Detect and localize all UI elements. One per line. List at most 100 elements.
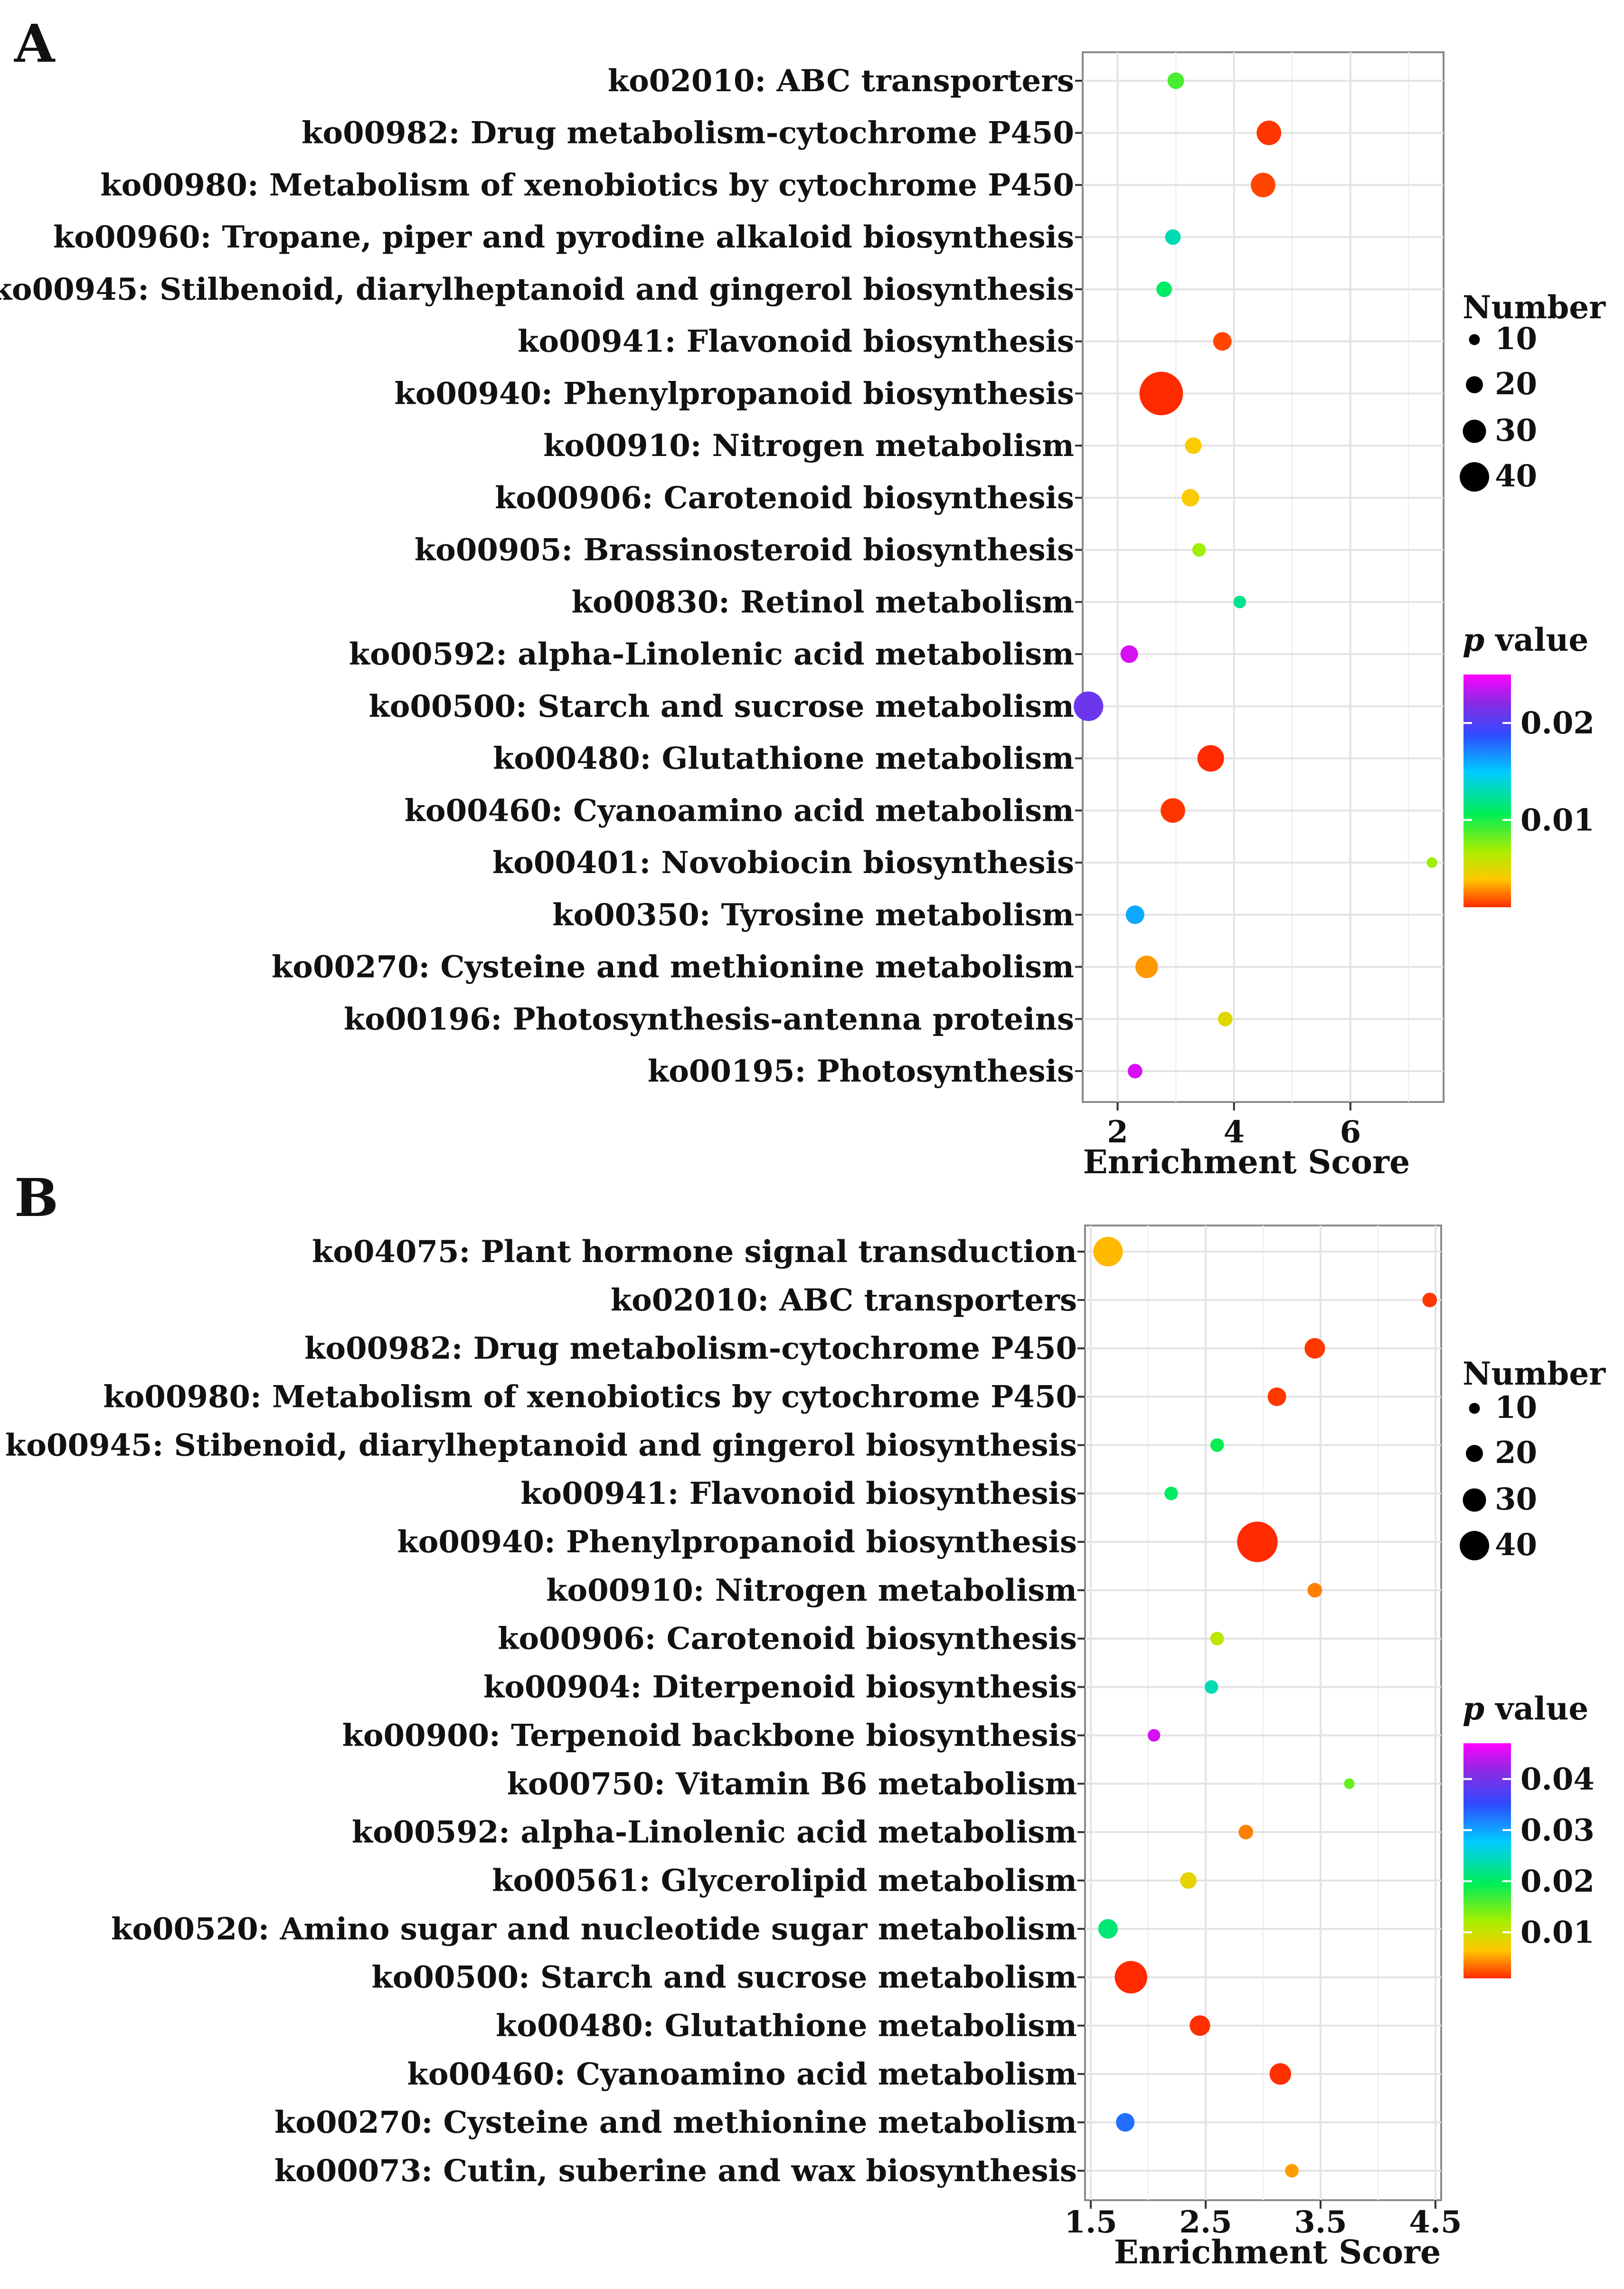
data-point bbox=[1213, 332, 1232, 351]
category-label: ko00910: Nitrogen metabolism bbox=[546, 1573, 1077, 1608]
colorbar-tick-label: 0.01 bbox=[1520, 1915, 1595, 1950]
panel-letter: B bbox=[14, 1167, 58, 1228]
legend-size-dot bbox=[1466, 1445, 1483, 1462]
legend-size-dot bbox=[1463, 419, 1486, 443]
category-label: ko00480: Glutathione metabolism bbox=[493, 741, 1074, 777]
data-point bbox=[1156, 281, 1172, 297]
x-tick-label: 4.5 bbox=[1409, 2204, 1462, 2240]
category-label: ko00830: Retinol metabolism bbox=[572, 584, 1074, 620]
category-label: ko00401: Novobiocin biosynthesis bbox=[492, 845, 1074, 881]
data-point bbox=[1164, 1486, 1178, 1501]
legend-size-label: 10 bbox=[1495, 1390, 1537, 1425]
legend-pvalue-italic: p bbox=[1463, 621, 1484, 658]
data-point bbox=[1120, 645, 1138, 663]
legend-pvalue-title: p value bbox=[1463, 621, 1588, 658]
category-label: ko02010: ABC transporters bbox=[611, 1282, 1077, 1318]
x-tick-label: 2.5 bbox=[1179, 2204, 1232, 2240]
category-label: ko00906: Carotenoid biosynthesis bbox=[498, 1621, 1077, 1657]
data-point bbox=[1307, 1583, 1322, 1598]
category-label: ko00592: alpha-Linolenic acid metabolism bbox=[352, 1814, 1077, 1850]
legend-size-dot bbox=[1460, 462, 1489, 492]
data-point bbox=[1098, 1919, 1118, 1939]
category-label: ko00940: Phenylpropanoid biosynthesis bbox=[397, 1524, 1077, 1560]
category-label: ko00270: Cysteine and methionine metabol… bbox=[274, 2105, 1077, 2140]
data-point bbox=[1147, 1729, 1161, 1742]
legend-size-label: 20 bbox=[1495, 1435, 1537, 1471]
x-axis-title: Enrichment Score bbox=[1083, 1143, 1410, 1181]
plot-area bbox=[1082, 51, 1445, 1103]
category-label: ko00196: Photosynthesis-antenna proteins bbox=[344, 1001, 1074, 1037]
category-label: ko00904: Diterpenoid biosynthesis bbox=[483, 1670, 1077, 1705]
x-tick-label: 1.5 bbox=[1064, 2204, 1117, 2240]
colorbar-tick-label: 0.01 bbox=[1520, 802, 1595, 838]
data-point bbox=[1192, 543, 1206, 557]
data-point bbox=[1185, 437, 1202, 454]
legend-pvalue-rest: value bbox=[1484, 621, 1588, 658]
data-point bbox=[1093, 1236, 1123, 1267]
category-label: ko00945: Stilbenoid, diarylheptanoid and… bbox=[0, 272, 1074, 307]
data-point bbox=[1167, 72, 1184, 89]
data-point bbox=[1125, 905, 1144, 924]
colorbar-tick-label: 0.02 bbox=[1520, 705, 1595, 741]
data-point bbox=[1161, 798, 1185, 823]
category-label: ko00945: Stibenoid, diarylheptanoid and … bbox=[5, 1427, 1077, 1463]
data-point bbox=[1267, 1387, 1286, 1406]
category-label: ko00270: Cysteine and methionine metabol… bbox=[272, 950, 1074, 985]
x-tick-label: 3.5 bbox=[1294, 2204, 1347, 2240]
data-point bbox=[1285, 2164, 1299, 2178]
legend-pvalue-title: p value bbox=[1463, 1690, 1588, 1727]
category-label: ko02010: ABC transporters bbox=[608, 63, 1074, 99]
x-tick-label: 4 bbox=[1223, 1114, 1245, 1150]
category-label: ko00906: Carotenoid biosynthesis bbox=[495, 480, 1074, 516]
data-point bbox=[1127, 1064, 1142, 1079]
data-point bbox=[1181, 489, 1199, 507]
legend-size-title: Number bbox=[1463, 1355, 1606, 1392]
legend-pvalue-rest: value bbox=[1484, 1690, 1588, 1727]
legend-colorbar bbox=[1463, 674, 1511, 907]
x-tick-label: 2 bbox=[1107, 1114, 1128, 1150]
category-label: ko00905: Brassinosteroid biosynthesis bbox=[415, 532, 1074, 568]
category-label: ko00561: Glycerolipid metabolism bbox=[492, 1863, 1077, 1899]
data-point bbox=[1074, 691, 1104, 721]
legend-size-dot bbox=[1460, 1531, 1489, 1560]
data-point bbox=[1190, 2015, 1210, 2036]
legend-size-label: 40 bbox=[1495, 1527, 1537, 1563]
data-point bbox=[1238, 1824, 1254, 1840]
data-point bbox=[1218, 1011, 1233, 1026]
data-point bbox=[1135, 955, 1158, 978]
category-label: ko00195: Photosynthesis bbox=[648, 1054, 1074, 1089]
legend-size-label: 20 bbox=[1495, 366, 1537, 402]
category-label: ko00900: Terpenoid backbone biosynthesis bbox=[342, 1718, 1077, 1753]
data-point bbox=[1251, 172, 1275, 198]
category-label: ko00941: Flavonoid biosynthesis bbox=[518, 324, 1074, 360]
category-label: ko00460: Cyanoamino acid metabolism bbox=[405, 793, 1074, 828]
data-point bbox=[1344, 1778, 1355, 1789]
data-point bbox=[1210, 1632, 1224, 1646]
legend-size-label: 30 bbox=[1495, 1482, 1537, 1517]
category-label: ko00520: Amino sugar and nucleotide suga… bbox=[111, 1911, 1077, 1947]
data-point bbox=[1139, 371, 1183, 416]
data-point bbox=[1204, 1680, 1218, 1694]
category-label: ko00941: Flavonoid biosynthesis bbox=[520, 1476, 1077, 1511]
colorbar-tick-label: 0.04 bbox=[1520, 1761, 1595, 1797]
category-label: ko00350: Tyrosine metabolism bbox=[552, 897, 1074, 933]
category-label: ko00500: Starch and sucrose metabolism bbox=[368, 689, 1074, 724]
data-point bbox=[1269, 2063, 1291, 2085]
category-label: ko00480: Glutathione metabolism bbox=[496, 2008, 1077, 2043]
legend-pvalue-italic: p bbox=[1463, 1690, 1484, 1727]
category-label: ko00980: Metabolism of xenobiotics by cy… bbox=[100, 167, 1074, 203]
category-label: ko00910: Nitrogen metabolism bbox=[543, 428, 1074, 464]
legend-size-dot bbox=[1466, 376, 1483, 393]
data-point bbox=[1165, 229, 1181, 245]
category-label: ko00940: Phenylpropanoid biosynthesis bbox=[394, 376, 1074, 411]
data-point bbox=[1116, 2113, 1135, 2132]
panel-letter: A bbox=[14, 13, 56, 74]
legend-size-label: 40 bbox=[1495, 458, 1537, 494]
category-label: ko00750: Vitamin B6 metabolism bbox=[507, 1766, 1077, 1802]
data-point bbox=[1426, 857, 1437, 868]
category-label: ko00073: Cutin, suberine and wax biosynt… bbox=[274, 2153, 1077, 2189]
category-label: ko00500: Starch and sucrose metabolism bbox=[371, 1960, 1077, 1995]
legend-size-label: 30 bbox=[1495, 413, 1537, 448]
category-label: ko00982: Drug metabolism-cytochrome P450 bbox=[304, 1331, 1077, 1367]
